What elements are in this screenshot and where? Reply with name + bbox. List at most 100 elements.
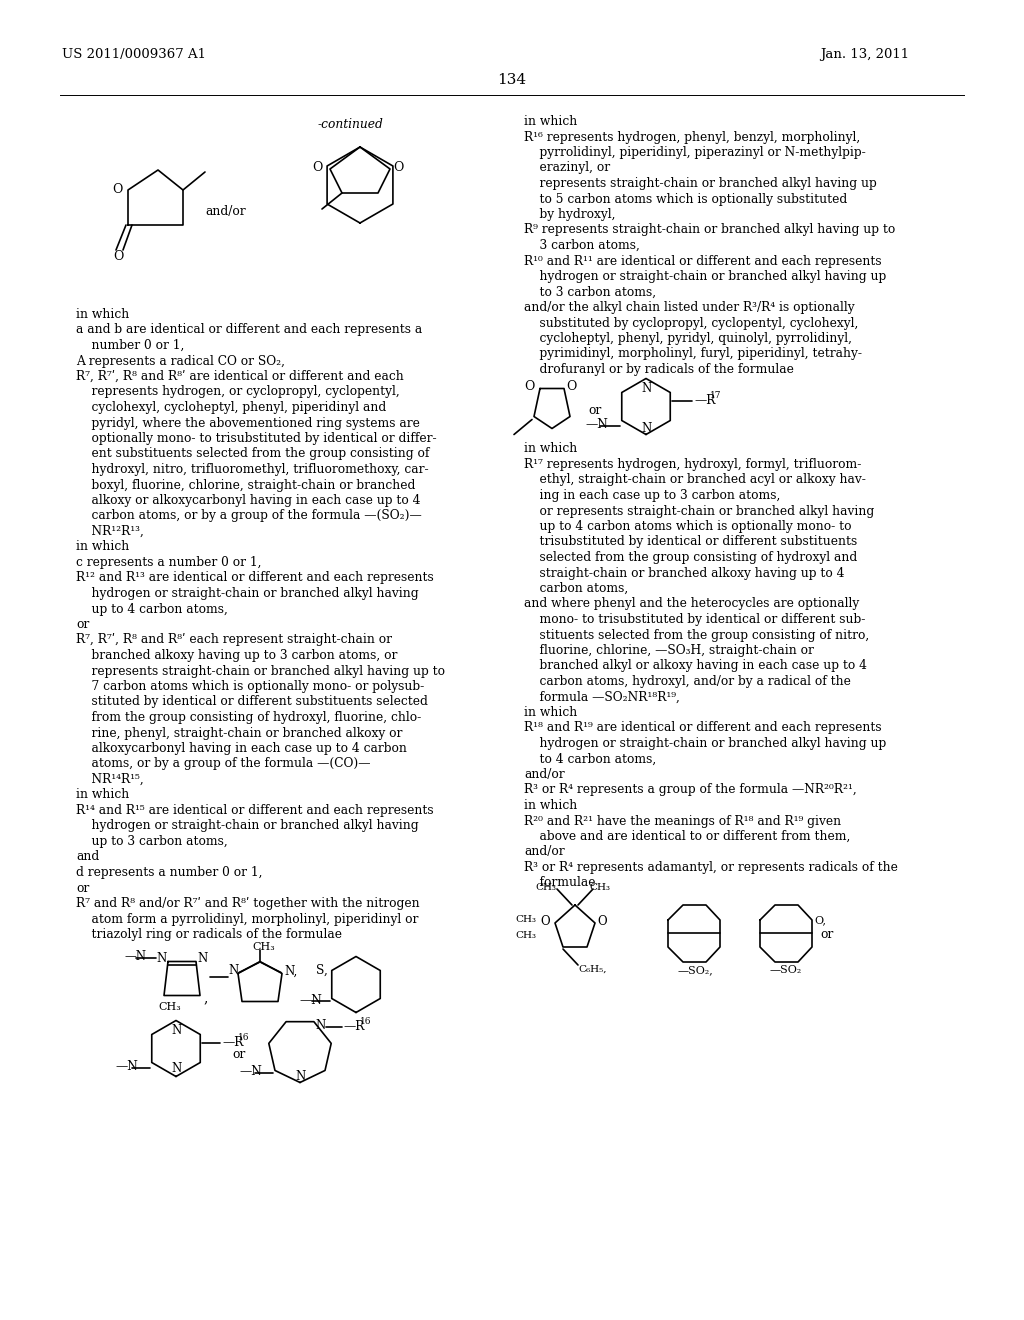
Text: triazolyl ring or radicals of the formulae: triazolyl ring or radicals of the formul…: [76, 928, 342, 941]
Text: or represents straight-chain or branched alkyl having: or represents straight-chain or branched…: [524, 504, 874, 517]
Text: ethyl, straight-chain or branched acyl or alkoxy hav-: ethyl, straight-chain or branched acyl o…: [524, 474, 866, 487]
Text: A represents a radical CO or SO₂,: A represents a radical CO or SO₂,: [76, 355, 285, 367]
Text: R⁹ represents straight-chain or branched alkyl having up to: R⁹ represents straight-chain or branched…: [524, 223, 895, 236]
Text: in which: in which: [524, 115, 578, 128]
Text: atoms, or by a group of the formula —(CO)⁤—: atoms, or by a group of the formula —(CO…: [76, 758, 371, 771]
Text: and: and: [76, 850, 99, 863]
Text: N: N: [641, 421, 651, 434]
Text: represents straight-chain or branched alkyl having up to: represents straight-chain or branched al…: [76, 664, 445, 677]
Text: —SO₂,: —SO₂,: [678, 965, 714, 975]
Text: N: N: [228, 965, 239, 978]
Text: mono- to trisubstituted by identical or different sub-: mono- to trisubstituted by identical or …: [524, 612, 865, 626]
Text: R¹⁰ and R¹¹ are identical or different and each represents: R¹⁰ and R¹¹ are identical or different a…: [524, 255, 882, 268]
Text: —R: —R: [222, 1035, 244, 1048]
Text: pyrimidinyl, morpholinyl, furyl, piperidinyl, tetrahy-: pyrimidinyl, morpholinyl, furyl, piperid…: [524, 347, 862, 360]
Text: R³ or R⁴ represents a group of the formula —NR²⁰R²¹,: R³ or R⁴ represents a group of the formu…: [524, 784, 857, 796]
Text: straight-chain or branched alkoxy having up to 4: straight-chain or branched alkoxy having…: [524, 566, 845, 579]
Text: R¹⁸ and R¹⁹ are identical or different and each represents: R¹⁸ and R¹⁹ are identical or different a…: [524, 722, 882, 734]
Text: in which: in which: [524, 799, 578, 812]
Text: in which: in which: [76, 308, 129, 321]
Text: cycloheptyl, phenyl, pyridyl, quinolyl, pyrrolidinyl,: cycloheptyl, phenyl, pyridyl, quinolyl, …: [524, 333, 852, 345]
Text: 16: 16: [359, 1016, 372, 1026]
Text: branched alkyl or alkoxy having in each case up to 4: branched alkyl or alkoxy having in each …: [524, 660, 867, 672]
Text: cyclohexyl, cycloheptyl, phenyl, piperidinyl and: cyclohexyl, cycloheptyl, phenyl, piperid…: [76, 401, 386, 414]
Text: CH₃: CH₃: [252, 941, 274, 952]
Text: US 2011/0009367 A1: US 2011/0009367 A1: [62, 48, 206, 61]
Text: to 4 carbon atoms,: to 4 carbon atoms,: [524, 752, 656, 766]
Text: N: N: [295, 1069, 305, 1082]
Text: hydrogen or straight-chain or branched alkyl having up: hydrogen or straight-chain or branched a…: [524, 271, 886, 282]
Text: O: O: [112, 183, 123, 195]
Text: represents hydrogen, or cyclopropyl, cyclopentyl,: represents hydrogen, or cyclopropyl, cyc…: [76, 385, 399, 399]
Text: —N: —N: [116, 1060, 138, 1072]
Text: hydrogen or straight-chain or branched alkyl having: hydrogen or straight-chain or branched a…: [76, 820, 419, 833]
Text: 16: 16: [239, 1032, 250, 1041]
Text: —N: —N: [239, 1065, 262, 1078]
Text: NR¹⁴R¹⁵,: NR¹⁴R¹⁵,: [76, 774, 143, 785]
Text: a and b are identical or different and each represents a: a and b are identical or different and e…: [76, 323, 422, 337]
Text: —SO₂: —SO₂: [770, 965, 802, 975]
Text: optionally mono- to trisubstituted by identical or differ-: optionally mono- to trisubstituted by id…: [76, 432, 436, 445]
Text: to 5 carbon atoms which is optionally substituted: to 5 carbon atoms which is optionally su…: [524, 193, 847, 206]
Text: —N: —N: [586, 417, 608, 430]
Text: atom form a pyrrolidinyl, morpholinyl, piperidinyl or: atom form a pyrrolidinyl, morpholinyl, p…: [76, 912, 419, 925]
Text: erazinyl, or: erazinyl, or: [524, 161, 610, 174]
Text: 7 carbon atoms which is optionally mono- or polysub-: 7 carbon atoms which is optionally mono-…: [76, 680, 424, 693]
Text: —N: —N: [300, 994, 323, 1006]
Text: CH₃: CH₃: [535, 883, 556, 892]
Text: ing in each case up to 3 carbon atoms,: ing in each case up to 3 carbon atoms,: [524, 488, 780, 502]
Text: N,: N,: [284, 965, 297, 978]
Text: substituted by cyclopropyl, cyclopentyl, cyclohexyl,: substituted by cyclopropyl, cyclopentyl,…: [524, 317, 858, 330]
Text: N: N: [197, 952, 207, 965]
Text: pyridyl, where the abovementioned ring systems are: pyridyl, where the abovementioned ring s…: [76, 417, 420, 429]
Text: R²⁰ and R²¹ have the meanings of R¹⁸ and R¹⁹ given: R²⁰ and R²¹ have the meanings of R¹⁸ and…: [524, 814, 841, 828]
Text: N: N: [171, 1063, 181, 1076]
Text: R⁷, R⁷ʹ, R⁸ and R⁸ʹ each represent straight-chain or: R⁷, R⁷ʹ, R⁸ and R⁸ʹ each represent strai…: [76, 634, 392, 647]
Text: in which: in which: [76, 788, 129, 801]
Text: d represents a number 0 or 1,: d represents a number 0 or 1,: [76, 866, 262, 879]
Text: or: or: [76, 882, 89, 895]
Text: O: O: [566, 380, 577, 393]
Text: O: O: [113, 249, 123, 263]
Text: hydrogen or straight-chain or branched alkyl having: hydrogen or straight-chain or branched a…: [76, 587, 419, 601]
Text: by hydroxyl,: by hydroxyl,: [524, 209, 615, 220]
Text: represents straight-chain or branched alkyl having up: represents straight-chain or branched al…: [524, 177, 877, 190]
Text: CH₃: CH₃: [589, 883, 610, 892]
Text: R⁷, R⁷ʹ, R⁸ and R⁸ʹ are identical or different and each: R⁷, R⁷ʹ, R⁸ and R⁸ʹ are identical or dif…: [76, 370, 403, 383]
Text: R¹⁴ and R¹⁵ are identical or different and each represents: R¹⁴ and R¹⁵ are identical or different a…: [76, 804, 433, 817]
Text: R¹⁶ represents hydrogen, phenyl, benzyl, morpholinyl,: R¹⁶ represents hydrogen, phenyl, benzyl,…: [524, 131, 860, 144]
Text: 134: 134: [498, 73, 526, 87]
Text: up to 3 carbon atoms,: up to 3 carbon atoms,: [76, 836, 227, 847]
Text: up to 4 carbon atoms which is optionally mono- to: up to 4 carbon atoms which is optionally…: [524, 520, 852, 533]
Text: CH₃: CH₃: [515, 915, 536, 924]
Text: hydrogen or straight-chain or branched alkyl having up: hydrogen or straight-chain or branched a…: [524, 737, 886, 750]
Text: —N: —N: [124, 949, 146, 962]
Text: N: N: [156, 952, 166, 965]
Text: 17: 17: [711, 391, 722, 400]
Text: and/or: and/or: [205, 205, 246, 218]
Text: pyrrolidinyl, piperidinyl, piperazinyl or N-methylpip-: pyrrolidinyl, piperidinyl, piperazinyl o…: [524, 147, 865, 158]
Text: alkoxy or alkoxycarbonyl having in each case up to 4: alkoxy or alkoxycarbonyl having in each …: [76, 494, 421, 507]
Text: stituents selected from the group consisting of nitro,: stituents selected from the group consis…: [524, 628, 869, 642]
Text: c represents a number 0 or 1,: c represents a number 0 or 1,: [76, 556, 261, 569]
Text: S,: S,: [315, 964, 328, 977]
Text: R³ or R⁴ represents adamantyl, or represents radicals of the: R³ or R⁴ represents adamantyl, or repres…: [524, 861, 898, 874]
Text: Jan. 13, 2011: Jan. 13, 2011: [820, 48, 909, 61]
Text: boxyl, fluorine, chlorine, straight-chain or branched: boxyl, fluorine, chlorine, straight-chai…: [76, 479, 416, 491]
Text: stituted by identical or different substituents selected: stituted by identical or different subst…: [76, 696, 428, 709]
Text: -continued: -continued: [318, 117, 384, 131]
Text: O,: O,: [814, 915, 826, 925]
Text: alkoxycarbonyl having in each case up to 4 carbon: alkoxycarbonyl having in each case up to…: [76, 742, 407, 755]
Text: 3 carbon atoms,: 3 carbon atoms,: [524, 239, 640, 252]
Text: in which: in which: [524, 442, 578, 455]
Text: in which: in which: [524, 706, 578, 719]
Text: —R: —R: [694, 393, 716, 407]
Text: or: or: [232, 1048, 246, 1061]
Text: O: O: [597, 915, 606, 928]
Text: rine, phenyl, straight-chain or branched alkoxy or: rine, phenyl, straight-chain or branched…: [76, 726, 402, 739]
Text: N: N: [315, 1019, 326, 1032]
Text: R¹⁷ represents hydrogen, hydroxyl, formyl, trifluorom-: R¹⁷ represents hydrogen, hydroxyl, formy…: [524, 458, 861, 471]
Text: carbon atoms, hydroxyl, and/or by a radical of the: carbon atoms, hydroxyl, and/or by a radi…: [524, 675, 851, 688]
Text: N: N: [171, 1024, 181, 1038]
Text: O: O: [524, 380, 535, 393]
